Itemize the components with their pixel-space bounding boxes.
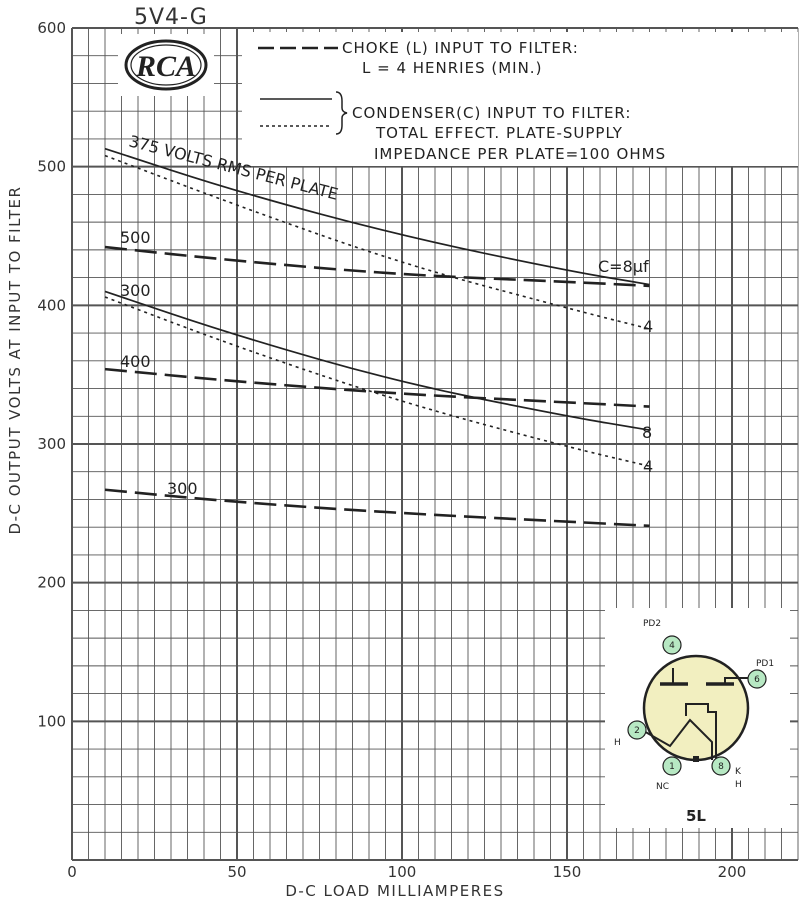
pin-1-label: NC — [656, 782, 669, 792]
legend-condenser-line1: CONDENSER(C) INPUT TO FILTER: — [352, 104, 631, 122]
series-label-7: 300 — [167, 479, 198, 498]
y-tick-label: 100 — [37, 712, 66, 730]
pin-4-number: 4 — [669, 641, 675, 651]
heater-symbol — [641, 718, 713, 760]
pin-2-label: H — [614, 738, 621, 748]
chart-ticks: 0 50 100 150 200 100 200 300 400 500 600 — [37, 19, 746, 881]
y-axis-label: D-C OUTPUT VOLTS AT INPUT TO FILTER — [6, 186, 24, 535]
y-tick-label: 500 — [37, 158, 66, 176]
x-tick-label: 200 — [718, 863, 747, 881]
pin-8-label-k: K — [735, 767, 742, 777]
series-label-6: 400 — [120, 352, 151, 371]
rca-logo: RCA — [118, 34, 214, 96]
series-line-5 — [104, 296, 650, 467]
chart-curves — [104, 147, 650, 528]
pin-4-label: PD2 — [643, 619, 661, 629]
series-label-3: 500 — [120, 228, 151, 247]
socket-key — [693, 756, 699, 762]
socket-code: 5L — [686, 807, 706, 825]
legend-choke-line2: L = 4 HENRIES (MIN.) — [362, 59, 542, 77]
x-tick-label: 100 — [388, 863, 417, 881]
y-tick-label: 600 — [37, 19, 66, 37]
pin-2-number: 2 — [634, 726, 640, 736]
pin-8-number: 8 — [718, 762, 724, 772]
legend-choke-line1: CHOKE (L) INPUT TO FILTER: — [342, 39, 579, 57]
cathode-symbol — [685, 703, 717, 760]
legend-condenser-line3: IMPEDANCE PER PLATE=100 OHMS — [374, 145, 666, 163]
series-end-label-4: 8 — [642, 423, 652, 442]
legend-condenser-line2: TOTAL EFFECT. PLATE-SUPPLY — [375, 124, 623, 142]
x-tick-label: 150 — [553, 863, 582, 881]
y-tick-label: 200 — [37, 574, 66, 592]
socket-circle — [642, 654, 750, 762]
pin-6-label: PD1 — [756, 659, 774, 669]
series-end-label-5: 4 — [643, 457, 653, 476]
series-line-6 — [104, 367, 650, 408]
legend-brace — [335, 91, 348, 135]
rca-logo-text: RCA — [135, 50, 196, 83]
plate1-lead — [724, 677, 756, 684]
series-line-3 — [104, 245, 650, 288]
series-end-label-2: 4 — [643, 317, 653, 336]
series-line-1 — [104, 147, 650, 286]
y-tick-label: 400 — [37, 296, 66, 314]
tube-type-title: 5V4-G — [134, 5, 208, 30]
x-tick-label: 50 — [227, 863, 246, 881]
y-tick-label: 300 — [37, 435, 66, 453]
series-line-2 — [104, 154, 650, 330]
pin-1-number: 1 — [669, 762, 675, 772]
series-line-7 — [104, 488, 650, 528]
series-label-4: 300 — [120, 281, 151, 300]
pin-8-label-h: H — [735, 780, 742, 790]
pin-6-number: 6 — [754, 675, 760, 685]
series-line-4 — [104, 290, 650, 431]
x-tick-label: 0 — [67, 863, 77, 881]
series-end-label-1: C=8μf — [598, 257, 649, 276]
legend: CHOKE (L) INPUT TO FILTER: L = 4 HENRIES… — [242, 32, 798, 166]
x-axis-label: D-C LOAD MILLIAMPERES — [285, 882, 504, 900]
tube-base-diagram: 4 PD2 6 PD1 2 H 1 NC 8 K H 5L — [605, 608, 790, 828]
